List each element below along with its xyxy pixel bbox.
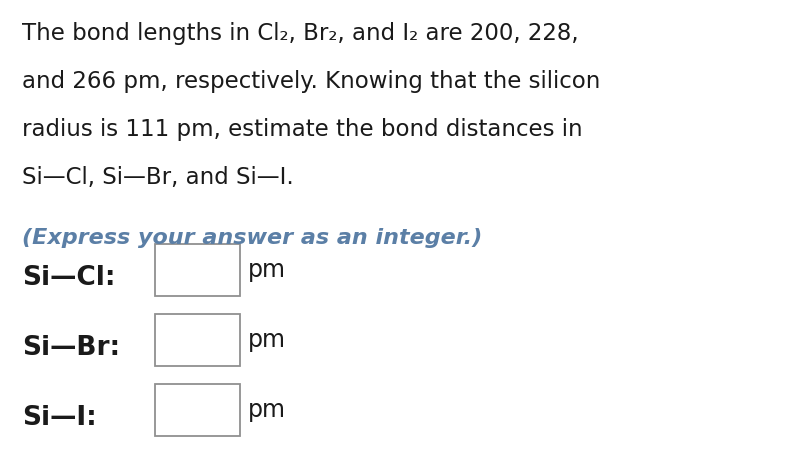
Text: The bond lengths in Cl₂, Br₂, and I₂ are 200, 228,: The bond lengths in Cl₂, Br₂, and I₂ are… bbox=[22, 22, 579, 45]
FancyBboxPatch shape bbox=[155, 384, 240, 436]
Text: Si—Br:: Si—Br: bbox=[22, 335, 120, 361]
Text: and 266 pm, respectively. Knowing that the silicon: and 266 pm, respectively. Knowing that t… bbox=[22, 70, 600, 93]
Text: Si—I:: Si—I: bbox=[22, 405, 97, 431]
Text: radius is 111 pm, estimate the bond distances in: radius is 111 pm, estimate the bond dist… bbox=[22, 118, 583, 141]
Text: pm: pm bbox=[248, 398, 286, 422]
FancyBboxPatch shape bbox=[155, 244, 240, 296]
FancyBboxPatch shape bbox=[155, 314, 240, 366]
Text: (Express your answer as an integer.): (Express your answer as an integer.) bbox=[22, 228, 482, 248]
Text: pm: pm bbox=[248, 258, 286, 282]
Text: Si—Cl, Si—Br, and Si—I.: Si—Cl, Si—Br, and Si—I. bbox=[22, 166, 294, 189]
Text: Si—Cl:: Si—Cl: bbox=[22, 265, 115, 291]
Text: pm: pm bbox=[248, 328, 286, 352]
